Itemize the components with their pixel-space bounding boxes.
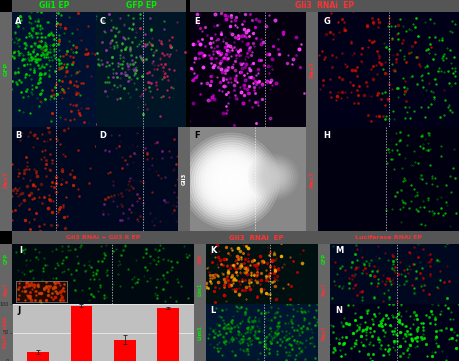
Text: Gli3  RNAi  EP: Gli3 RNAi EP (229, 235, 283, 240)
Polygon shape (257, 162, 291, 192)
Text: Luciferase RNAi EP: Luciferase RNAi EP (355, 235, 422, 240)
Polygon shape (228, 179, 233, 183)
Text: Lim1: Lim1 (197, 325, 202, 340)
Polygon shape (250, 156, 297, 198)
Text: N: N (335, 306, 342, 315)
Polygon shape (271, 175, 276, 179)
Text: Gli3 RNAi + Gli3 R EP: Gli3 RNAi + Gli3 R EP (66, 235, 140, 240)
Text: Pax7: Pax7 (309, 61, 314, 78)
Polygon shape (218, 169, 243, 193)
Polygon shape (267, 171, 280, 183)
Bar (157, 308, 179, 361)
Text: Gli3  RNAi  EP: Gli3 RNAi EP (295, 1, 354, 10)
Polygon shape (216, 167, 245, 195)
Polygon shape (185, 135, 277, 227)
Text: F: F (195, 131, 200, 140)
Polygon shape (189, 140, 272, 222)
Text: GFP: GFP (321, 253, 326, 265)
Text: E: E (195, 17, 200, 26)
Polygon shape (194, 145, 267, 217)
Text: GFP: GFP (4, 253, 9, 265)
Text: B: B (15, 131, 22, 140)
Polygon shape (263, 167, 284, 187)
Bar (114, 340, 135, 361)
Text: D: D (100, 131, 106, 140)
Text: Pax7: Pax7 (309, 170, 314, 187)
Text: Gli1 EP: Gli1 EP (39, 1, 69, 10)
Text: G: G (324, 17, 330, 26)
Bar (27, 352, 49, 361)
Polygon shape (196, 148, 265, 215)
Polygon shape (213, 164, 247, 198)
Text: K: K (211, 247, 217, 255)
Polygon shape (202, 152, 260, 210)
Polygon shape (258, 164, 289, 190)
Text: Lim1: Lim1 (197, 282, 202, 296)
Text: Gli3: Gli3 (181, 173, 186, 185)
Text: Pax7: Pax7 (321, 282, 326, 296)
Polygon shape (211, 162, 250, 200)
Polygon shape (252, 158, 295, 196)
Polygon shape (209, 160, 252, 203)
Text: Pax7: Pax7 (4, 170, 9, 187)
Text: Pax7: Pax7 (321, 325, 326, 340)
Text: C: C (100, 17, 106, 26)
Polygon shape (182, 133, 280, 229)
Text: L: L (211, 306, 216, 315)
Polygon shape (226, 177, 235, 186)
Text: A: A (15, 17, 22, 26)
Text: H: H (324, 131, 330, 140)
Polygon shape (269, 173, 278, 181)
Polygon shape (248, 154, 299, 200)
Polygon shape (224, 174, 238, 188)
Text: GFP EP: GFP EP (126, 1, 157, 10)
Text: Pax7: Pax7 (4, 282, 9, 296)
Polygon shape (187, 138, 274, 224)
Bar (71, 306, 92, 361)
Text: M: M (335, 247, 343, 255)
Polygon shape (192, 143, 269, 219)
Text: Gli1 EP: Gli1 EP (84, 1, 114, 10)
Polygon shape (206, 157, 255, 205)
Text: Shh: Shh (197, 254, 202, 264)
Polygon shape (221, 171, 240, 191)
Polygon shape (204, 155, 257, 208)
Text: J: J (17, 306, 21, 315)
Polygon shape (254, 160, 293, 194)
Polygon shape (265, 169, 282, 185)
Text: GFP: GFP (4, 62, 9, 77)
Polygon shape (261, 165, 286, 188)
Polygon shape (199, 150, 262, 212)
Text: Pax7+ cells: Pax7+ cells (4, 317, 9, 348)
Text: I: I (19, 247, 22, 255)
